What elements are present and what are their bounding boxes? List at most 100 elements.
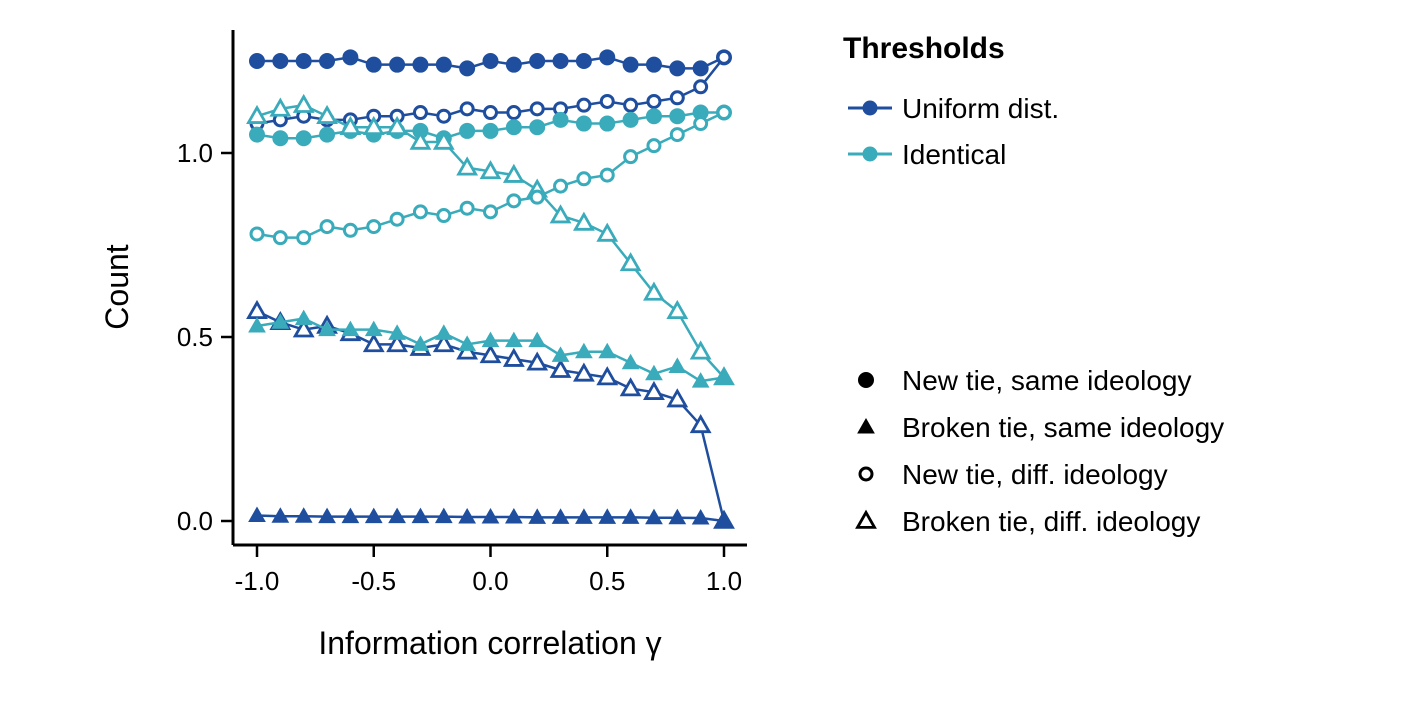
data-point <box>575 508 593 524</box>
data-point <box>482 53 499 69</box>
legend-label: Broken tie, same ideology <box>902 412 1224 443</box>
data-point <box>362 115 385 136</box>
series-7 <box>248 309 733 388</box>
data-point <box>272 230 288 246</box>
data-point <box>434 324 453 340</box>
data-point <box>646 138 662 154</box>
data-point <box>553 178 569 194</box>
data-point <box>411 507 430 524</box>
data-point <box>271 507 290 523</box>
data-point <box>434 507 453 524</box>
legend-title: Thresholds <box>843 32 1005 65</box>
data-point <box>693 79 709 95</box>
data-point <box>505 119 522 136</box>
data-point <box>716 105 732 121</box>
data-point <box>318 507 336 524</box>
data-point <box>645 56 662 73</box>
data-point <box>529 101 545 117</box>
data-point <box>598 508 617 524</box>
series-3 <box>248 506 733 528</box>
x-tick-label: -0.5 <box>351 566 396 596</box>
y-axis-title: Count <box>99 244 135 330</box>
data-point <box>692 60 709 77</box>
data-point <box>456 156 479 176</box>
legend-shape-marker <box>858 372 874 388</box>
data-point <box>668 357 687 373</box>
legend-shape-marker <box>857 417 875 434</box>
data-point <box>666 388 689 408</box>
data-point <box>481 331 500 348</box>
data-point <box>596 366 619 386</box>
data-point <box>599 115 616 132</box>
legend-shape-marker <box>858 466 874 482</box>
data-point <box>388 324 406 340</box>
data-point <box>645 108 662 125</box>
data-point <box>341 507 360 524</box>
data-point <box>669 108 686 125</box>
data-point <box>576 171 592 187</box>
data-point <box>549 204 572 224</box>
data-point <box>365 56 382 73</box>
data-point <box>292 318 315 338</box>
data-point <box>389 56 406 73</box>
data-point <box>341 320 360 337</box>
data-point <box>669 127 685 143</box>
data-point <box>599 167 615 183</box>
data-point <box>506 105 522 121</box>
data-point <box>386 115 409 136</box>
data-point <box>619 377 642 397</box>
data-point <box>249 226 265 242</box>
data-point <box>342 49 359 66</box>
x-axis-title: Information correlation γ <box>318 625 661 661</box>
x-tick-label: 0.5 <box>589 566 625 596</box>
data-point <box>528 508 547 524</box>
data-point <box>623 97 639 113</box>
data-point <box>316 104 338 124</box>
data-point <box>246 104 268 124</box>
data-point <box>412 204 428 220</box>
data-point <box>528 331 547 348</box>
data-point <box>669 60 686 77</box>
data-point <box>599 93 615 109</box>
y-tick-label: 1.0 <box>177 138 213 168</box>
legend-marker <box>862 100 878 116</box>
data-point <box>598 342 617 359</box>
data-point <box>572 362 595 382</box>
legend-label: New tie, same ideology <box>902 365 1191 396</box>
data-point <box>459 122 476 139</box>
legend-marker <box>862 146 878 162</box>
data-point <box>459 101 475 117</box>
data-point <box>621 508 640 524</box>
data-point <box>504 331 523 348</box>
data-point <box>362 333 385 353</box>
data-point <box>292 93 315 113</box>
data-point <box>248 316 266 333</box>
data-point <box>481 507 500 524</box>
series-layer <box>246 49 735 529</box>
data-point <box>458 507 477 524</box>
data-point <box>576 97 592 113</box>
data-point <box>342 222 358 238</box>
data-point <box>435 56 452 73</box>
data-point <box>319 53 336 69</box>
data-point <box>436 108 452 124</box>
data-point <box>552 53 569 69</box>
data-point <box>272 53 289 69</box>
data-point <box>693 116 709 132</box>
data-point <box>272 130 289 147</box>
data-point <box>529 53 546 69</box>
series-5 <box>246 93 735 386</box>
data-point <box>529 189 545 205</box>
data-point <box>526 351 549 371</box>
legend-label: Identical <box>902 139 1006 170</box>
data-point <box>596 222 619 242</box>
data-point <box>412 105 428 121</box>
data-point <box>691 372 710 388</box>
data-point <box>271 313 290 329</box>
legend-label: Uniform dist. <box>902 93 1059 124</box>
data-point <box>504 507 523 524</box>
data-point <box>575 115 592 132</box>
data-point <box>668 508 687 525</box>
data-point <box>386 333 409 353</box>
